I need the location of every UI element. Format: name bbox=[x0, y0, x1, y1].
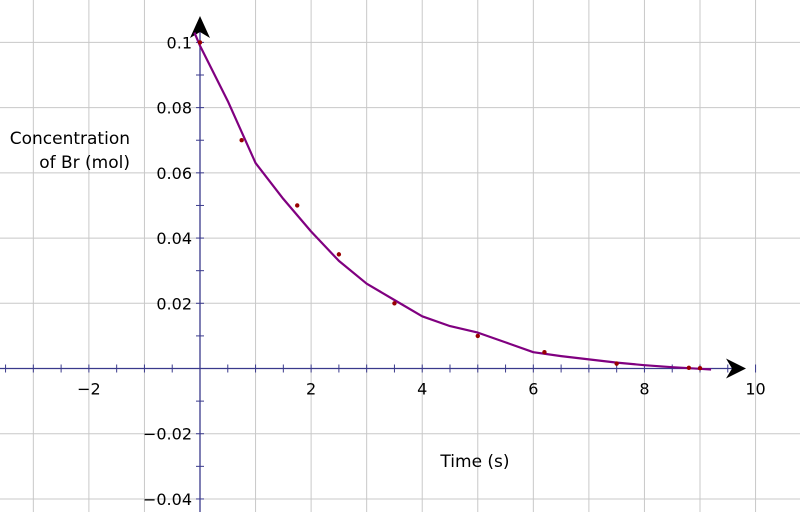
y-tick-label: 0.04 bbox=[156, 229, 192, 248]
data-point bbox=[295, 203, 300, 208]
x-axis-label: Time (s) bbox=[439, 452, 509, 472]
data-point bbox=[542, 350, 547, 355]
series-line bbox=[193, 32, 712, 371]
y-axis-label-line-1: Concentration bbox=[10, 129, 130, 149]
y-tick-label: −0.04 bbox=[143, 490, 192, 509]
axis-labels: Time (s) Concentration of Br (mol) bbox=[10, 129, 510, 472]
data-point bbox=[336, 252, 342, 257]
x-tick-label: 8 bbox=[639, 380, 649, 399]
x-tick-label: 2 bbox=[306, 380, 316, 399]
data-points bbox=[197, 40, 703, 371]
data-point bbox=[197, 40, 203, 45]
data-point bbox=[239, 138, 244, 143]
tick-labels: −2 2 4 6 8 10 0.1 0.08 0.06 0.04 0.02 −0.02 −0.04 bbox=[77, 33, 766, 509]
axes bbox=[0, 16, 746, 512]
x-axis-arrow-icon bbox=[726, 358, 746, 379]
y-tick-label: 0.02 bbox=[156, 294, 192, 313]
y-tick-label: 0.08 bbox=[156, 99, 192, 118]
x-tick-label: 6 bbox=[528, 380, 538, 399]
x-tick-label: −2 bbox=[77, 380, 101, 399]
data-point bbox=[697, 365, 703, 371]
x-tick-label: 10 bbox=[745, 380, 765, 399]
data-point bbox=[614, 361, 619, 366]
y-tick-label: −0.02 bbox=[143, 425, 192, 444]
y-axis-label-line-2: of Br (mol) bbox=[39, 153, 130, 173]
data-point bbox=[475, 333, 480, 339]
y-tick-label: 0.06 bbox=[156, 164, 192, 183]
series bbox=[193, 32, 712, 371]
x-tick-label: 4 bbox=[417, 380, 427, 399]
y-tick-label: 0.1 bbox=[167, 33, 192, 52]
data-point bbox=[686, 365, 692, 371]
tick-marks bbox=[5, 41, 757, 500]
data-point bbox=[392, 301, 397, 306]
